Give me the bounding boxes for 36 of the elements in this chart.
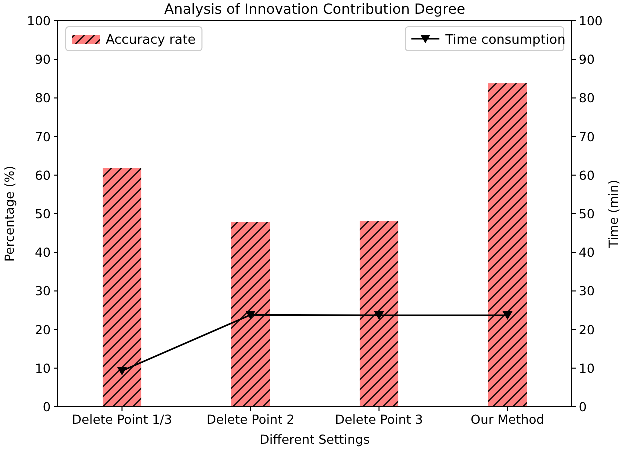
point	[502, 312, 513, 320]
x-tick-label: Delete Point 3	[335, 412, 424, 427]
y2-tick-label: 10	[579, 360, 595, 376]
x-axis-title: Different Settings	[260, 432, 370, 447]
y-tick-label: 60	[35, 168, 52, 183]
y-tick-label: 30	[35, 284, 52, 299]
x-tick-label: Our Method	[470, 412, 545, 427]
y-tick-label: 20	[35, 322, 52, 338]
y2-axis-title: Time (min)	[606, 180, 621, 249]
legend-label: Accuracy rate	[106, 33, 196, 48]
y2-tick-label: 80	[579, 90, 595, 106]
y-tick-label: 90	[35, 52, 52, 68]
chart-title: Analysis of Innovation Contribution Degree	[164, 2, 466, 18]
point	[246, 311, 256, 320]
y2-tick-label: 70	[579, 129, 595, 144]
y-tick-label: 100	[27, 14, 52, 28]
y2-tick-label: 0	[579, 400, 587, 414]
y-tick-label: 50	[35, 206, 52, 222]
y-axis-title: Percentage (%)	[2, 166, 17, 262]
y2-tick-label: 40	[579, 245, 595, 260]
y2-tick-label: 30	[579, 284, 595, 299]
y2-tick-label: 20	[579, 322, 595, 338]
x-tick-label: Delete Point 1/3	[72, 412, 172, 427]
y-tick-label: 10	[35, 360, 52, 376]
y-tick-label: 70	[35, 129, 52, 144]
y2-tick-label: 100	[579, 14, 603, 28]
legend-label: Time consumption	[444, 33, 566, 48]
y2-tick-label: 50	[579, 206, 595, 222]
point	[117, 367, 128, 376]
y-tick-label: 80	[35, 90, 52, 106]
y2-tick-label: 60	[579, 168, 595, 183]
point	[374, 312, 384, 320]
y-tick-label: 0	[43, 400, 52, 414]
x-tick-label: Delete Point 2	[206, 412, 295, 427]
y-tick-label: 40	[35, 245, 52, 260]
y2-tick-label: 90	[579, 52, 595, 68]
